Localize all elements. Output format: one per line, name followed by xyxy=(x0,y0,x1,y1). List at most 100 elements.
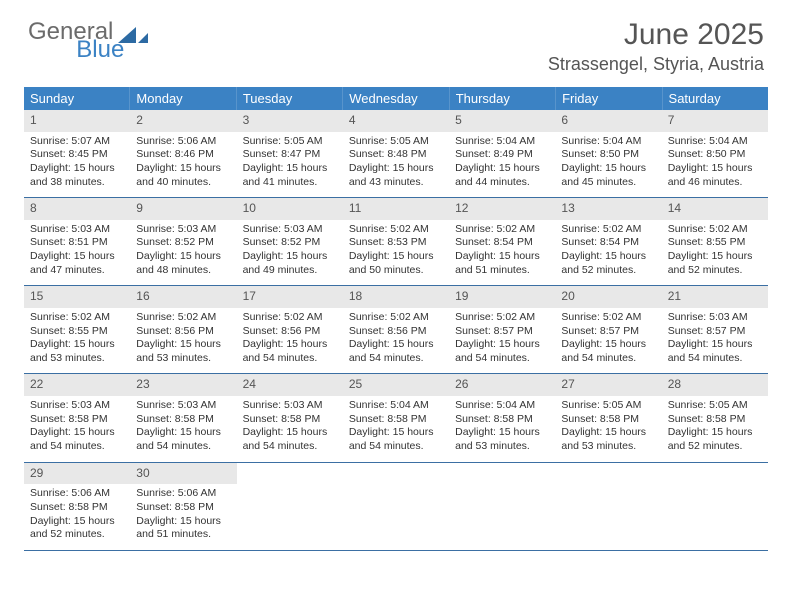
daylight-line2: and 51 minutes. xyxy=(455,264,549,278)
daylight-line2: and 54 minutes. xyxy=(455,352,549,366)
day-number: 26 xyxy=(449,374,555,396)
sunset-text: Sunset: 8:56 PM xyxy=(243,325,337,339)
sunset-text: Sunset: 8:49 PM xyxy=(455,148,549,162)
sunrise-text: Sunrise: 5:05 AM xyxy=(243,135,337,149)
daylight-line2: and 44 minutes. xyxy=(455,176,549,190)
daylight-line1: Daylight: 15 hours xyxy=(136,426,230,440)
daylight-line2: and 43 minutes. xyxy=(349,176,443,190)
daylight-line2: and 52 minutes. xyxy=(668,264,762,278)
sunset-text: Sunset: 8:57 PM xyxy=(561,325,655,339)
week-row: 8Sunrise: 5:03 AMSunset: 8:51 PMDaylight… xyxy=(24,198,768,286)
sunset-text: Sunset: 8:58 PM xyxy=(30,501,124,515)
sunrise-text: Sunrise: 5:05 AM xyxy=(668,399,762,413)
daylight-line1: Daylight: 15 hours xyxy=(136,250,230,264)
day-number: 18 xyxy=(343,286,449,308)
day-number: 21 xyxy=(662,286,768,308)
day-header-cell: Monday xyxy=(130,87,236,110)
sunset-text: Sunset: 8:58 PM xyxy=(243,413,337,427)
day-number: 24 xyxy=(237,374,343,396)
sunset-text: Sunset: 8:47 PM xyxy=(243,148,337,162)
day-body: Sunrise: 5:02 AMSunset: 8:56 PMDaylight:… xyxy=(237,308,343,374)
day-body: Sunrise: 5:02 AMSunset: 8:54 PMDaylight:… xyxy=(555,220,661,286)
daylight-line2: and 48 minutes. xyxy=(136,264,230,278)
sunrise-text: Sunrise: 5:02 AM xyxy=(455,223,549,237)
sunset-text: Sunset: 8:56 PM xyxy=(349,325,443,339)
day-body: Sunrise: 5:02 AMSunset: 8:56 PMDaylight:… xyxy=(130,308,236,374)
daylight-line2: and 40 minutes. xyxy=(136,176,230,190)
day-cell: 5Sunrise: 5:04 AMSunset: 8:49 PMDaylight… xyxy=(449,110,555,197)
day-cell: 24Sunrise: 5:03 AMSunset: 8:58 PMDayligh… xyxy=(237,374,343,461)
day-number: 11 xyxy=(343,198,449,220)
day-number: 22 xyxy=(24,374,130,396)
day-body: Sunrise: 5:02 AMSunset: 8:57 PMDaylight:… xyxy=(555,308,661,374)
daylight-line1: Daylight: 15 hours xyxy=(561,250,655,264)
daylight-line1: Daylight: 15 hours xyxy=(30,338,124,352)
day-body: Sunrise: 5:04 AMSunset: 8:50 PMDaylight:… xyxy=(555,132,661,198)
day-number: 12 xyxy=(449,198,555,220)
daylight-line2: and 45 minutes. xyxy=(561,176,655,190)
daylight-line1: Daylight: 15 hours xyxy=(243,250,337,264)
day-body: Sunrise: 5:05 AMSunset: 8:48 PMDaylight:… xyxy=(343,132,449,198)
sunrise-text: Sunrise: 5:02 AM xyxy=(136,311,230,325)
sunset-text: Sunset: 8:53 PM xyxy=(349,236,443,250)
sunset-text: Sunset: 8:57 PM xyxy=(668,325,762,339)
day-body: Sunrise: 5:06 AMSunset: 8:46 PMDaylight:… xyxy=(130,132,236,198)
day-body: Sunrise: 5:06 AMSunset: 8:58 PMDaylight:… xyxy=(130,484,236,550)
daylight-line1: Daylight: 15 hours xyxy=(30,426,124,440)
day-number: 28 xyxy=(662,374,768,396)
daylight-line1: Daylight: 15 hours xyxy=(455,426,549,440)
empty-cell xyxy=(449,463,555,550)
day-cell: 26Sunrise: 5:04 AMSunset: 8:58 PMDayligh… xyxy=(449,374,555,461)
day-cell: 1Sunrise: 5:07 AMSunset: 8:45 PMDaylight… xyxy=(24,110,130,197)
daylight-line2: and 54 minutes. xyxy=(30,440,124,454)
daylight-line2: and 54 minutes. xyxy=(136,440,230,454)
daylight-line1: Daylight: 15 hours xyxy=(668,162,762,176)
sunrise-text: Sunrise: 5:03 AM xyxy=(243,399,337,413)
sunrise-text: Sunrise: 5:04 AM xyxy=(349,399,443,413)
day-cell: 2Sunrise: 5:06 AMSunset: 8:46 PMDaylight… xyxy=(130,110,236,197)
day-number: 19 xyxy=(449,286,555,308)
week-row: 1Sunrise: 5:07 AMSunset: 8:45 PMDaylight… xyxy=(24,110,768,198)
day-cell: 16Sunrise: 5:02 AMSunset: 8:56 PMDayligh… xyxy=(130,286,236,373)
day-body: Sunrise: 5:04 AMSunset: 8:50 PMDaylight:… xyxy=(662,132,768,198)
month-title: June 2025 xyxy=(548,18,764,52)
day-number: 10 xyxy=(237,198,343,220)
day-header-cell: Sunday xyxy=(24,87,130,110)
sunset-text: Sunset: 8:58 PM xyxy=(136,413,230,427)
daylight-line2: and 53 minutes. xyxy=(30,352,124,366)
day-number: 5 xyxy=(449,110,555,132)
day-body: Sunrise: 5:02 AMSunset: 8:53 PMDaylight:… xyxy=(343,220,449,286)
daylight-line2: and 38 minutes. xyxy=(30,176,124,190)
day-body: Sunrise: 5:03 AMSunset: 8:58 PMDaylight:… xyxy=(24,396,130,462)
sunrise-text: Sunrise: 5:06 AM xyxy=(136,487,230,501)
daylight-line1: Daylight: 15 hours xyxy=(455,338,549,352)
sunrise-text: Sunrise: 5:03 AM xyxy=(668,311,762,325)
daylight-line1: Daylight: 15 hours xyxy=(136,162,230,176)
day-cell: 10Sunrise: 5:03 AMSunset: 8:52 PMDayligh… xyxy=(237,198,343,285)
daylight-line2: and 54 minutes. xyxy=(243,352,337,366)
sunrise-text: Sunrise: 5:03 AM xyxy=(30,399,124,413)
sunset-text: Sunset: 8:58 PM xyxy=(136,501,230,515)
day-number: 17 xyxy=(237,286,343,308)
day-cell: 29Sunrise: 5:06 AMSunset: 8:58 PMDayligh… xyxy=(24,463,130,550)
sunset-text: Sunset: 8:56 PM xyxy=(136,325,230,339)
day-body: Sunrise: 5:05 AMSunset: 8:58 PMDaylight:… xyxy=(662,396,768,462)
day-header-cell: Tuesday xyxy=(237,87,343,110)
daylight-line2: and 52 minutes. xyxy=(30,528,124,542)
sunset-text: Sunset: 8:50 PM xyxy=(561,148,655,162)
daylight-line2: and 52 minutes. xyxy=(561,264,655,278)
day-body: Sunrise: 5:04 AMSunset: 8:58 PMDaylight:… xyxy=(343,396,449,462)
daylight-line2: and 53 minutes. xyxy=(136,352,230,366)
day-cell: 6Sunrise: 5:04 AMSunset: 8:50 PMDaylight… xyxy=(555,110,661,197)
day-body: Sunrise: 5:02 AMSunset: 8:55 PMDaylight:… xyxy=(24,308,130,374)
day-number: 23 xyxy=(130,374,236,396)
day-number: 7 xyxy=(662,110,768,132)
day-number: 13 xyxy=(555,198,661,220)
sunrise-text: Sunrise: 5:02 AM xyxy=(668,223,762,237)
location: Strassengel, Styria, Austria xyxy=(548,54,764,75)
sunset-text: Sunset: 8:54 PM xyxy=(561,236,655,250)
daylight-line2: and 53 minutes. xyxy=(455,440,549,454)
daylight-line1: Daylight: 15 hours xyxy=(349,426,443,440)
sunset-text: Sunset: 8:52 PM xyxy=(243,236,337,250)
daylight-line2: and 46 minutes. xyxy=(668,176,762,190)
